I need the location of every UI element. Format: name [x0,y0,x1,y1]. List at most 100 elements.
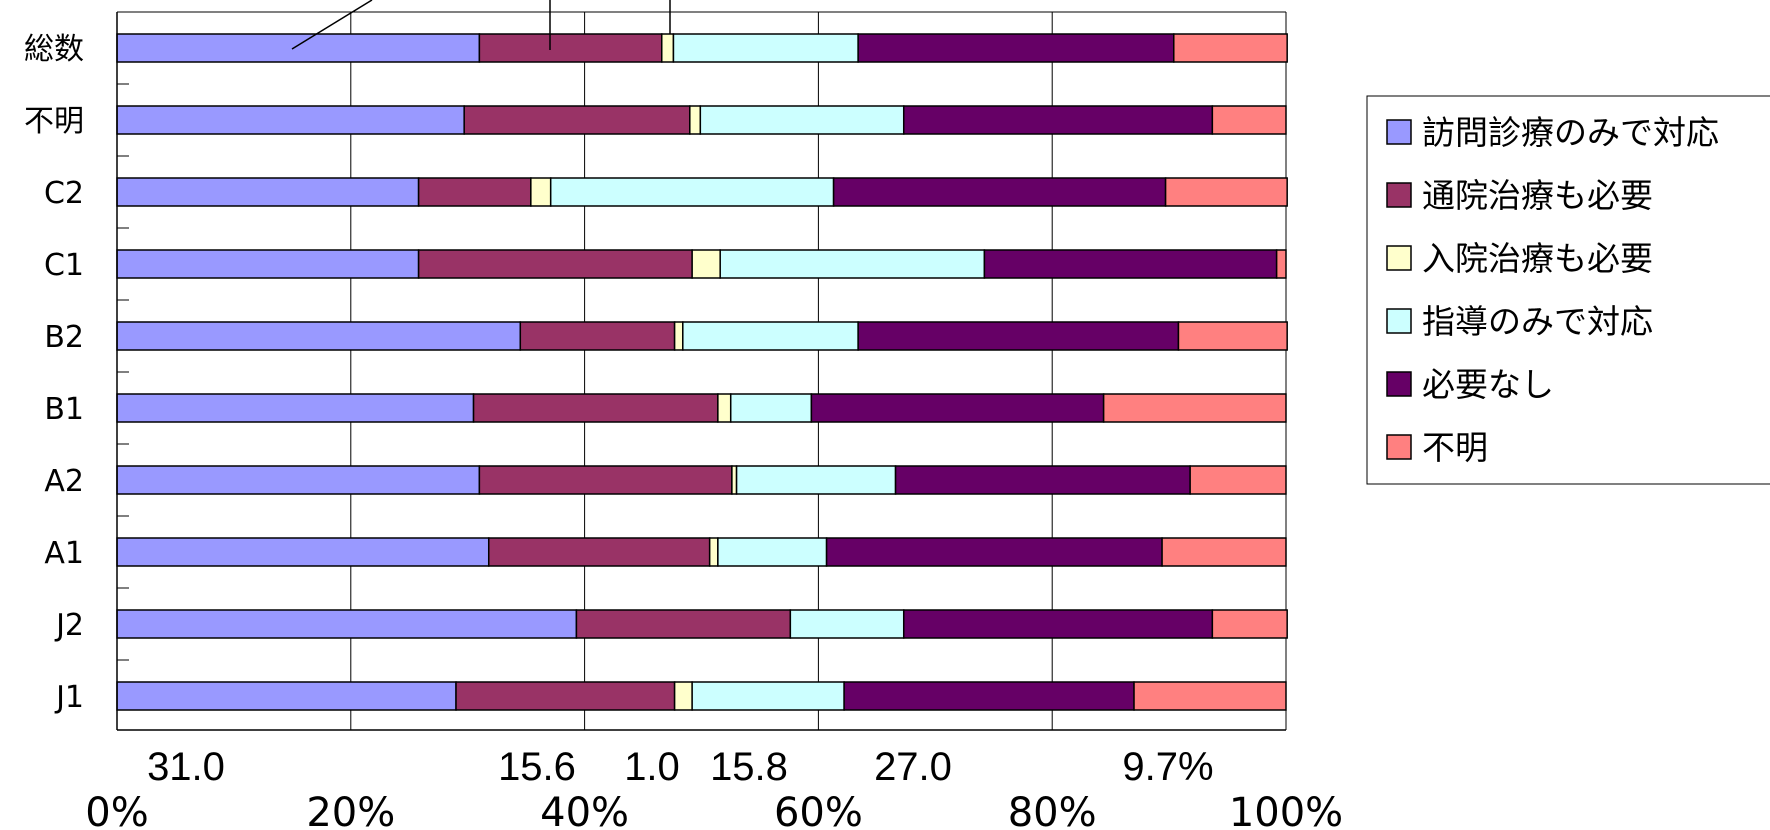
x-tick-label: 100% [1229,790,1343,830]
value-annotation: 27.0 [874,745,952,789]
bar-segment [1177,321,1288,351]
bar-segment [682,321,859,351]
x-tick-label: 20% [306,790,395,830]
bar-segment [719,249,986,279]
bar-segment [894,465,1191,495]
legend-frame [1366,95,1770,485]
bar-segment [843,681,1135,711]
category-label: A1 [44,536,84,571]
x-tick-label: 60% [774,790,863,830]
bar-segment [116,393,475,423]
bar-segment [1164,177,1288,207]
category-label: C1 [44,248,84,283]
category-label: J2 [54,608,84,643]
bar-segment [857,321,1180,351]
bar-segment [116,609,578,639]
legend-label: 指導のみで対応 [1422,302,1653,341]
bar-segment [472,393,719,423]
legend-label: 必要なし [1422,365,1554,404]
legend-swatch [1386,119,1412,145]
x-tick-label: 0% [85,790,148,830]
bar-segment [455,681,676,711]
bar-segment [902,105,1214,135]
x-tick-label: 80% [1008,790,1097,830]
bar-segment [729,393,813,423]
bar-segment [789,609,905,639]
bar-segment [575,609,792,639]
legend-swatch [1386,434,1412,460]
category-label: 総数 [24,32,84,67]
bar-segment [116,537,490,567]
bar-segment [691,249,721,279]
bar-segment [116,681,457,711]
bar-segment [1161,537,1287,567]
bar-segment [116,249,420,279]
value-annotation: 15.8 [710,745,788,789]
bar-segment [519,321,676,351]
bar-segment [691,681,845,711]
legend-label: 通院治療も必要 [1422,176,1653,215]
bar-segment [810,393,1105,423]
x-axis-tick-labels: 0% 20% 40% 60% 80% 100% [85,790,1343,830]
bar-segment [983,249,1278,279]
value-annotation: 9.7% [1122,745,1213,789]
legend-label: 不明 [1422,428,1488,467]
x-tick-label: 40% [540,790,629,830]
bar-segment [1102,393,1287,423]
bar-segment [735,465,897,495]
bar-segment [857,33,1175,63]
bar-segment [717,393,732,423]
bar-segment [1173,33,1288,63]
legend-swatch [1386,245,1412,271]
callout-line [291,0,373,50]
bar-segment [478,33,663,63]
bars [116,33,1288,711]
bar-segment [1211,609,1288,639]
axes [116,12,1286,731]
bar-segment [902,609,1214,639]
value-annotation: 1.0 [624,745,680,789]
category-label: 不明 [24,104,84,139]
bar-segment [116,105,465,135]
bar-segment [673,681,693,711]
bar-segment [116,33,481,63]
value-annotation: 31.0 [147,745,225,789]
bar-segment [463,105,691,135]
callout-lines [291,0,671,50]
bar-segment [717,537,828,567]
bar-segment [672,33,859,63]
bar-segment [478,465,733,495]
bar-segment [832,177,1167,207]
category-label: C2 [44,176,84,211]
bar-segment [549,177,835,207]
bar-segment [661,33,675,63]
legend-swatch [1386,308,1412,334]
bar-segment [1211,105,1287,135]
legend-label: 入院治療も必要 [1422,239,1653,278]
bar-segment [673,321,684,351]
legend-swatch [1386,371,1412,397]
bar-segment [699,105,905,135]
bar-segment [1133,681,1287,711]
bar-segment [1275,249,1287,279]
bar-segment [825,537,1163,567]
bar-segment [530,177,552,207]
legend-label: 訪問診療のみで対応 [1422,113,1719,152]
total-row-value-annotations: 31.0 15.6 1.0 15.8 27.0 9.7% [147,745,1214,789]
category-label: B1 [44,392,84,427]
category-label: A2 [44,464,84,499]
bar-segment [689,105,702,135]
bar-segment [487,537,711,567]
bar-segment [417,249,693,279]
legend-swatch [1386,182,1412,208]
category-label: B2 [44,320,84,355]
value-annotation: 15.6 [498,745,576,789]
bar-segment [417,177,532,207]
bar-segment [116,321,522,351]
bar-segment [708,537,719,567]
bar-segment [116,465,481,495]
bar-segment [116,177,420,207]
